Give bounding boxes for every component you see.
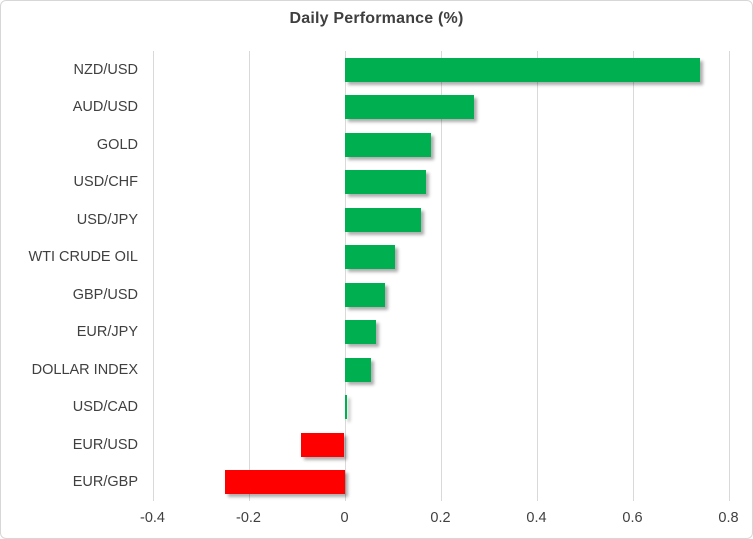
x-tick-label-0-8: 0.8 [718, 510, 739, 526]
gridline-0-6 [632, 51, 634, 501]
bar-gbp-usd [344, 282, 386, 307]
category-label-nzd-usd: NZD/USD [73, 61, 138, 78]
bar-nzd-usd [344, 57, 700, 82]
category-label-gbp-usd: GBP/USD [72, 286, 138, 303]
category-label-eur-gbp: EUR/GBP [72, 474, 138, 491]
category-label-dollar-index: DOLLAR INDEX [31, 361, 138, 378]
bar-usd-chf [344, 170, 427, 195]
chart-title: Daily Performance (%) [289, 10, 464, 27]
category-label-wti-crude-oil: WTI CRUDE OIL [28, 249, 138, 266]
category-label-usd-jpy: USD/JPY [76, 211, 138, 228]
bar-dollar-index [344, 357, 371, 382]
gridline-0 [344, 51, 346, 501]
x-tick-label-0-2: -0.2 [236, 510, 261, 526]
category-label-usd-chf: USD/CHF [73, 174, 138, 191]
gridline-0-4 [152, 51, 154, 501]
bar-usd-jpy [344, 207, 422, 232]
gridline-0-2 [248, 51, 250, 501]
x-tick-label-0-4: -0.4 [140, 510, 165, 526]
bar-eur-gbp [224, 470, 345, 495]
category-label-gold: GOLD [96, 136, 138, 153]
x-tick-label-0-6: 0.6 [622, 510, 643, 526]
category-label-aud-usd: AUD/USD [72, 99, 138, 116]
bar-gold [344, 132, 431, 157]
gridline-0-4 [536, 51, 538, 501]
bar-eur-usd [301, 432, 345, 457]
gridline-0-2 [440, 51, 442, 501]
x-tick-label-0-4: 0.4 [526, 510, 547, 526]
bar-eur-jpy [344, 320, 376, 345]
category-label-eur-usd: EUR/USD [72, 436, 138, 453]
gridline-0-8 [728, 51, 730, 501]
x-tick-label-0: 0 [340, 510, 349, 526]
bar-wti-crude-oil [344, 245, 395, 270]
x-tick-label-0-2: 0.2 [430, 510, 451, 526]
category-label-eur-jpy: EUR/JPY [76, 324, 138, 341]
bar-usd-cad [344, 395, 347, 420]
category-label-usd-cad: USD/CAD [72, 399, 138, 416]
bar-aud-usd [344, 95, 475, 120]
